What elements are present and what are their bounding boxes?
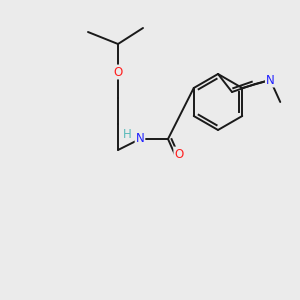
Text: H: H xyxy=(123,128,131,140)
Text: N: N xyxy=(136,133,144,146)
Text: N: N xyxy=(266,74,274,86)
Text: O: O xyxy=(113,65,123,79)
Text: O: O xyxy=(174,148,184,160)
